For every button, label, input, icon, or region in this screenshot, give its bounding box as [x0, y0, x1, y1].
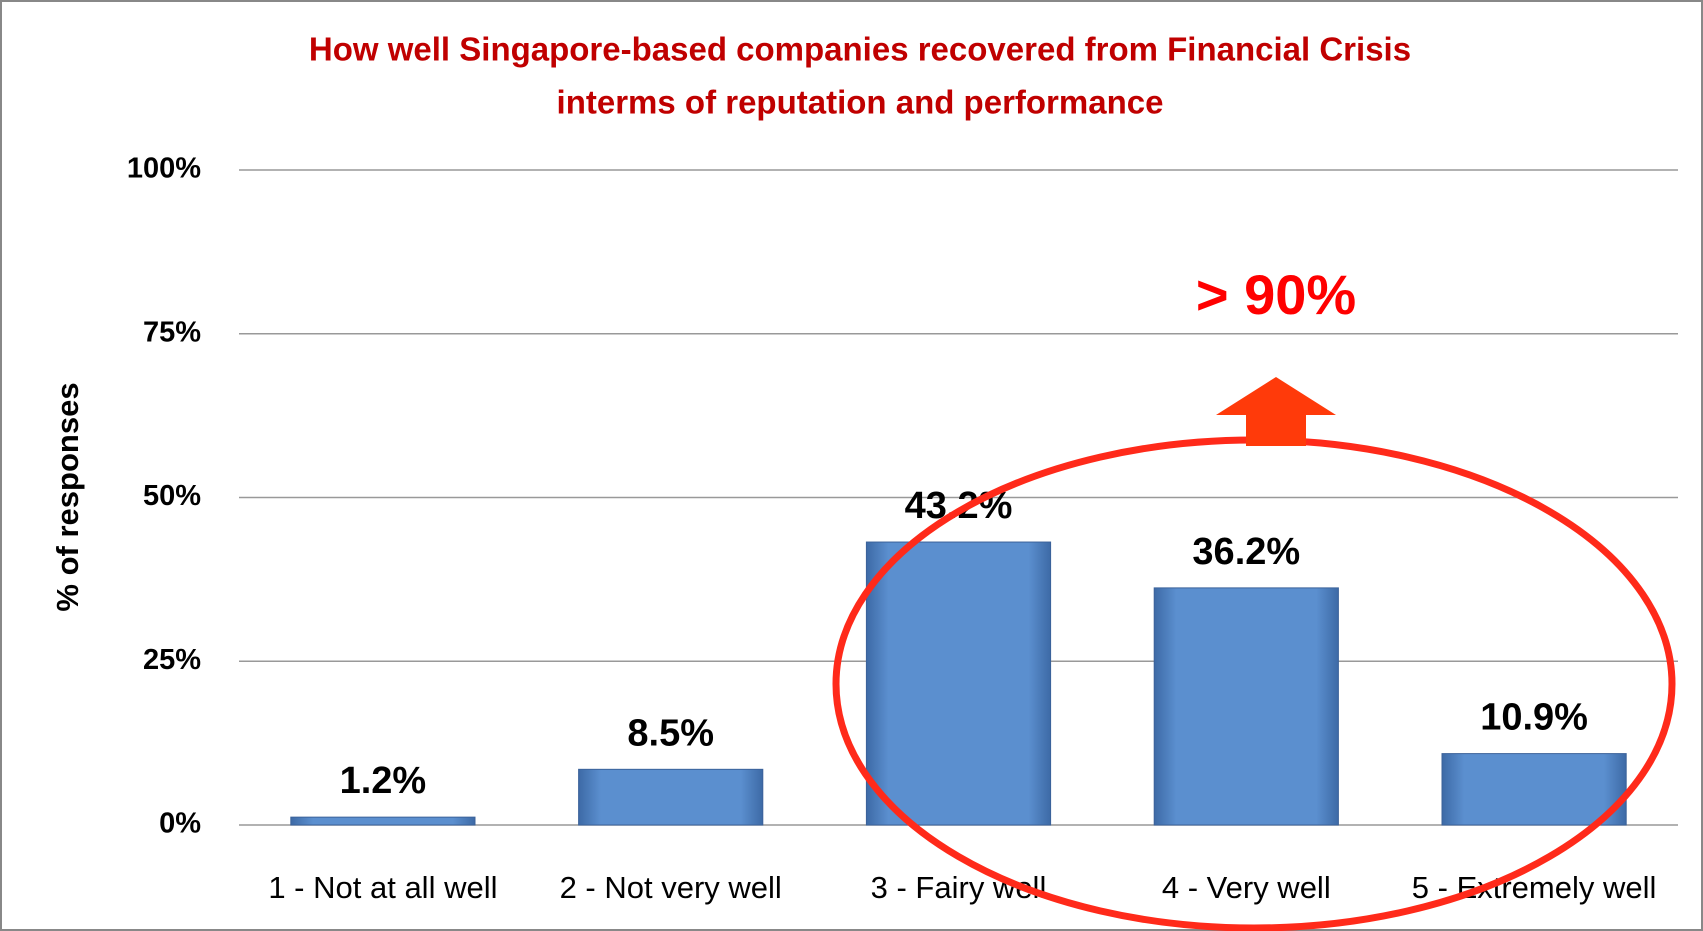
value-label: 1.2%: [340, 760, 427, 802]
value-label: 8.5%: [627, 712, 714, 754]
x-tick-label: 4 - Very well: [1162, 870, 1331, 905]
bar: [865, 541, 1052, 826]
plot-area: 0% 25% 50% 75% 100% 1 - Not at all well 1.2% 2 …: [127, 153, 1678, 905]
y-tick-label: 100%: [127, 153, 201, 185]
x-tick-label: 2 - Not very well: [560, 870, 782, 905]
x-tick-label: 1 - Not at all well: [268, 870, 497, 905]
value-label: 36.2%: [1192, 531, 1300, 573]
annotation: > 90%: [1196, 263, 1356, 326]
y-axis-label: % of responses: [50, 382, 85, 611]
arrow: [1216, 377, 1336, 446]
y-tick-label: 50%: [143, 480, 201, 512]
bar: [290, 816, 476, 826]
bar: [1441, 753, 1627, 826]
y-tick-label: 75%: [143, 316, 201, 348]
chart-title: interms of reputation and performance: [557, 84, 1164, 121]
bar: [578, 768, 764, 826]
bar: [1153, 587, 1339, 826]
y-tick-label: 25%: [143, 644, 201, 676]
y-tick-label: 0%: [159, 808, 201, 840]
chart-title: How well Singapore-based companies recov…: [309, 31, 1411, 68]
value-label: 10.9%: [1480, 697, 1588, 739]
